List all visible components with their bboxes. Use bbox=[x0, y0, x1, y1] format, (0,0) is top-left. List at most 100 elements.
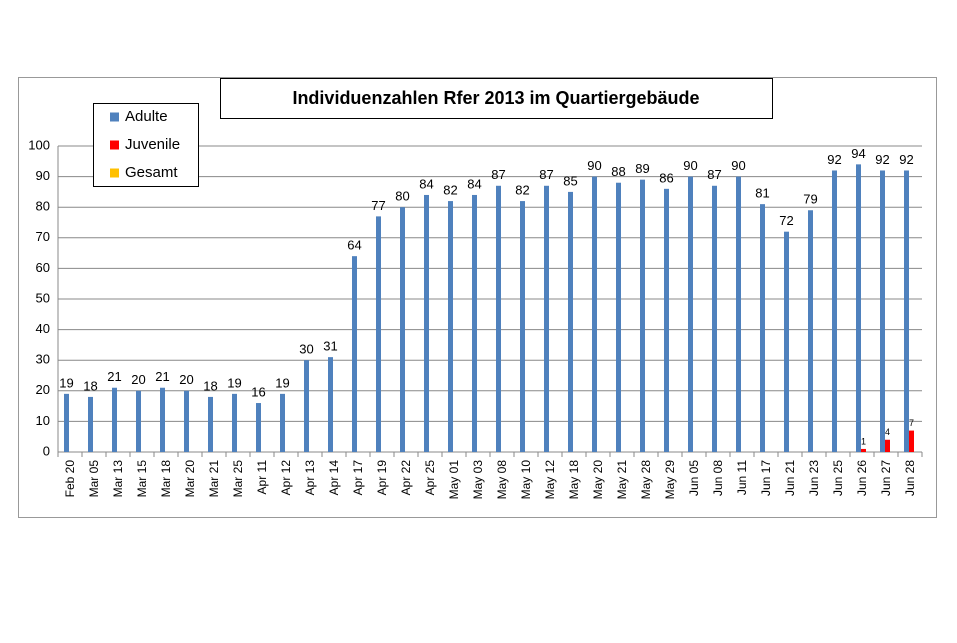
x-tick-label: Jun 08 bbox=[711, 460, 725, 496]
y-tick-label: 50 bbox=[36, 290, 50, 305]
bar bbox=[184, 390, 189, 452]
bar bbox=[616, 182, 621, 452]
bar bbox=[856, 164, 861, 453]
x-tick-label: May 03 bbox=[471, 460, 485, 500]
data-label: 81 bbox=[755, 186, 769, 201]
bar bbox=[568, 191, 573, 452]
data-label: 84 bbox=[419, 176, 433, 191]
x-tick-label: May 01 bbox=[447, 460, 461, 500]
x-tick-label: Apr 17 bbox=[351, 460, 365, 496]
x-tick-label: Mar 15 bbox=[135, 460, 149, 498]
bar bbox=[904, 170, 909, 453]
x-tick-label: Mar 20 bbox=[183, 460, 197, 498]
y-tick-label: 20 bbox=[36, 382, 50, 397]
bar bbox=[328, 357, 333, 452]
y-tick-label: 0 bbox=[43, 443, 50, 458]
data-label: 20 bbox=[179, 372, 193, 387]
x-tick-label: May 28 bbox=[639, 460, 653, 500]
bar bbox=[861, 448, 866, 452]
bar bbox=[688, 176, 693, 452]
bar bbox=[424, 194, 429, 452]
data-label: 90 bbox=[587, 158, 601, 173]
bar bbox=[352, 256, 357, 452]
data-label: 92 bbox=[875, 152, 889, 167]
x-tick-label: Jun 28 bbox=[903, 460, 917, 496]
x-tick-label: Mar 13 bbox=[111, 460, 125, 498]
data-label: 87 bbox=[491, 167, 505, 182]
data-label: 88 bbox=[611, 164, 625, 179]
data-label: 1 bbox=[861, 436, 866, 446]
data-label: 20 bbox=[131, 372, 145, 387]
bar bbox=[885, 439, 890, 452]
bar bbox=[112, 387, 117, 452]
data-label: 82 bbox=[515, 183, 529, 198]
bar bbox=[808, 210, 813, 452]
data-label: 87 bbox=[539, 167, 553, 182]
x-tick-label: Jun 05 bbox=[687, 460, 701, 496]
data-label: 79 bbox=[803, 192, 817, 207]
data-label: 89 bbox=[635, 161, 649, 176]
x-tick-label: Mar 18 bbox=[159, 460, 173, 498]
x-tick-label: Jun 27 bbox=[879, 460, 893, 496]
data-label: 94 bbox=[851, 146, 865, 161]
bar bbox=[880, 170, 885, 453]
x-tick-label: May 20 bbox=[591, 460, 605, 500]
bar bbox=[832, 170, 837, 453]
data-label: 18 bbox=[83, 378, 97, 393]
chart-title: Individuenzahlen Rfer 2013 im Quartierge… bbox=[292, 88, 699, 108]
data-label: 87 bbox=[707, 167, 721, 182]
bar bbox=[64, 393, 69, 452]
bar bbox=[664, 188, 669, 452]
data-label: 4 bbox=[885, 427, 890, 437]
x-tick-label: Apr 22 bbox=[399, 460, 413, 496]
x-tick-label: May 18 bbox=[567, 460, 581, 500]
y-tick-label: 40 bbox=[36, 321, 50, 336]
data-label: 92 bbox=[899, 152, 913, 167]
legend-swatch bbox=[110, 168, 119, 178]
y-tick-label: 70 bbox=[36, 229, 50, 244]
data-label: 85 bbox=[563, 173, 577, 188]
y-tick-label: 30 bbox=[36, 352, 50, 367]
x-tick-label: Apr 25 bbox=[423, 460, 437, 496]
bar bbox=[712, 185, 717, 452]
x-tick-label: Apr 11 bbox=[255, 460, 269, 495]
data-label: 80 bbox=[395, 189, 409, 204]
data-label: 7 bbox=[909, 418, 914, 428]
bar bbox=[88, 396, 93, 452]
legend-label: Adulte bbox=[125, 108, 168, 125]
x-tick-label: Jun 17 bbox=[759, 460, 773, 496]
bar bbox=[376, 216, 381, 452]
bar bbox=[256, 403, 261, 452]
x-tick-label: Feb 20 bbox=[63, 460, 77, 498]
x-tick-label: Mar 21 bbox=[207, 460, 221, 498]
bar bbox=[160, 387, 165, 452]
data-label: 19 bbox=[59, 375, 73, 390]
y-tick-label: 100 bbox=[28, 137, 50, 152]
data-label: 16 bbox=[251, 384, 265, 399]
bar bbox=[472, 194, 477, 452]
y-tick-label: 10 bbox=[36, 413, 50, 428]
bar bbox=[520, 201, 525, 452]
data-label: 77 bbox=[371, 198, 385, 213]
title-box bbox=[220, 78, 773, 119]
data-label: 19 bbox=[275, 375, 289, 390]
data-label: 72 bbox=[779, 213, 793, 228]
bar bbox=[909, 430, 914, 452]
legend-swatch bbox=[110, 112, 119, 122]
data-label: 30 bbox=[299, 342, 313, 357]
legend-label: Juvenile bbox=[125, 136, 180, 153]
data-label: 21 bbox=[155, 369, 169, 384]
x-tick-label: Mar 25 bbox=[231, 460, 245, 498]
data-label: 82 bbox=[443, 183, 457, 198]
data-label: 21 bbox=[107, 369, 121, 384]
x-tick-label: Apr 19 bbox=[375, 460, 389, 496]
x-tick-label: May 10 bbox=[519, 460, 533, 500]
bar bbox=[400, 207, 405, 452]
y-tick-label: 60 bbox=[36, 260, 50, 275]
x-tick-label: May 08 bbox=[495, 460, 509, 500]
y-tick-label: 90 bbox=[36, 168, 50, 183]
x-tick-label: Apr 12 bbox=[279, 460, 293, 496]
data-label: 90 bbox=[731, 158, 745, 173]
x-tick-label: May 12 bbox=[543, 460, 557, 500]
